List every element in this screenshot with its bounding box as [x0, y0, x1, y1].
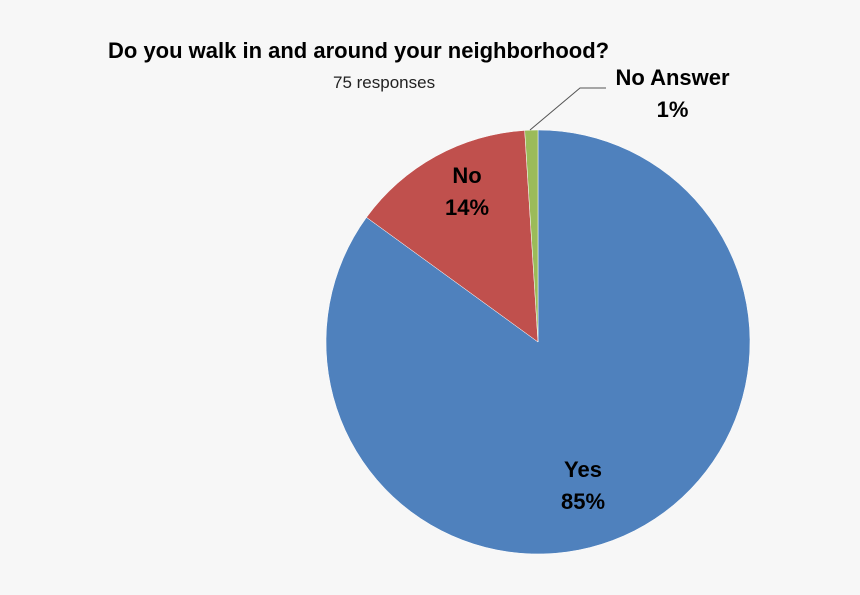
chart-subtitle: 75 responses [333, 73, 436, 92]
label-yes: Yes 85% [560, 457, 606, 514]
label-no-answer: No Answer 1% [615, 65, 730, 122]
label-no: No 14% [444, 163, 490, 220]
chart-title: Do you walk in and around your neighborh… [108, 38, 610, 63]
pie-slice-no-answer [524, 129, 539, 343]
no-answer-leader-line [529, 87, 606, 131]
pie-slice-no [366, 130, 539, 343]
